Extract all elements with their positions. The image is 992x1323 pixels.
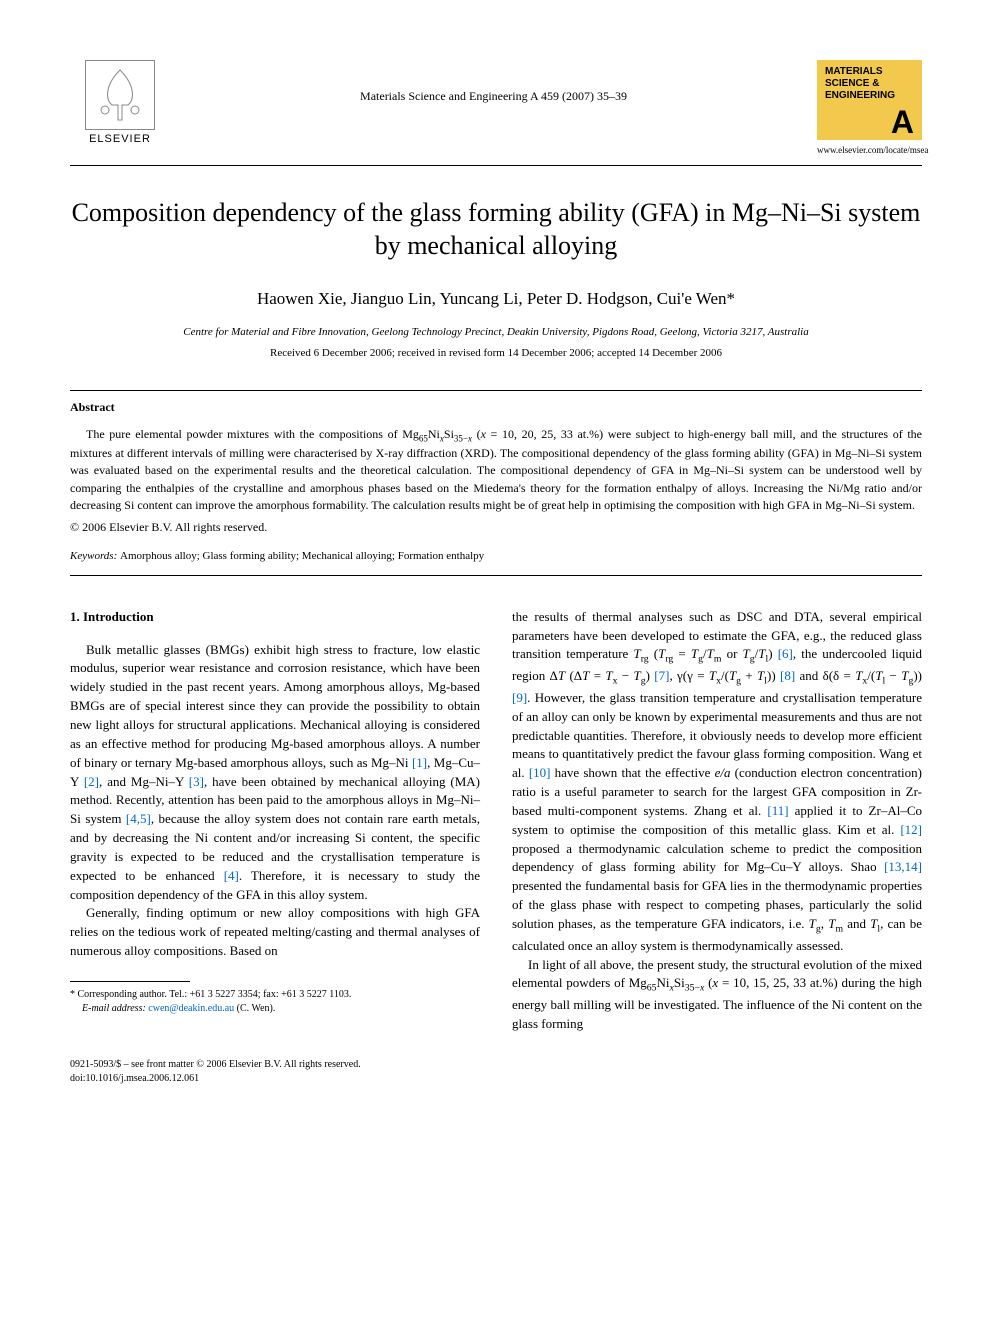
footnote-block: * Corresponding author. Tel.: +61 3 5227…: [70, 988, 480, 1016]
two-column-body: 1. Introduction Bulk metallic glasses (B…: [70, 608, 922, 1034]
footnote-indent: E-mail address: cwen@deakin.edu.au (C. W…: [82, 1003, 275, 1014]
journal-reference: Materials Science and Engineering A 459 …: [170, 60, 817, 105]
corresponding-author-text: Corresponding author. Tel.: +61 3 5227 3…: [78, 989, 352, 1000]
article-dates: Received 6 December 2006; received in re…: [70, 346, 922, 361]
footnote-star: *: [70, 989, 75, 1000]
keywords-row: Keywords: Amorphous alloy; Glass forming…: [70, 549, 922, 564]
journal-line3: ENGINEERING: [825, 90, 914, 102]
journal-letter: A: [825, 106, 914, 138]
copyright-line: © 2006 Elsevier B.V. All rights reserved…: [70, 519, 922, 536]
abstract-heading: Abstract: [70, 399, 922, 416]
bottom-info: 0921-5093/$ – see front matter © 2006 El…: [70, 1058, 922, 1086]
abstract-text: The pure elemental powder mixtures with …: [70, 426, 922, 515]
intro-heading: 1. Introduction: [70, 608, 480, 627]
email-link[interactable]: cwen@deakin.edu.au: [148, 1003, 234, 1014]
header-rule: [70, 165, 922, 166]
affiliation: Centre for Material and Fibre Innovation…: [70, 325, 922, 340]
intro-para3: the results of thermal analyses such as …: [512, 608, 922, 956]
page-container: ELSEVIER Materials Science and Engineeri…: [0, 0, 992, 1126]
journal-line1: MATERIALS: [825, 66, 914, 78]
footnote-separator: [70, 981, 190, 982]
header-row: ELSEVIER Materials Science and Engineeri…: [70, 60, 922, 157]
issn-line: 0921-5093/$ – see front matter © 2006 El…: [70, 1058, 922, 1072]
journal-box: MATERIALS SCIENCE & ENGINEERING A: [817, 60, 922, 140]
journal-logo-box: MATERIALS SCIENCE & ENGINEERING A www.el…: [817, 60, 922, 157]
email-name: (C. Wen).: [237, 1003, 276, 1014]
publisher-logo: ELSEVIER: [70, 60, 170, 147]
tree-svg: [90, 65, 150, 125]
keywords-label: Keywords:: [70, 550, 117, 562]
elsevier-tree-icon: [85, 60, 155, 130]
intro-para2: Generally, finding optimum or new alloy …: [70, 904, 480, 961]
journal-line2: SCIENCE &: [825, 78, 914, 90]
abstract-body: The pure elemental powder mixtures with …: [70, 427, 922, 513]
email-label: E-mail address:: [82, 1003, 146, 1014]
abstract-rule-bottom: [70, 575, 922, 576]
doi-line: doi:10.1016/j.msea.2006.12.061: [70, 1072, 922, 1086]
right-column: the results of thermal analyses such as …: [512, 608, 922, 1034]
abstract-rule-top: [70, 390, 922, 391]
intro-para1: Bulk metallic glasses (BMGs) exhibit hig…: [70, 641, 480, 905]
article-title: Composition dependency of the glass form…: [70, 196, 922, 264]
corresponding-marker: *: [727, 289, 736, 308]
keywords-list: Amorphous alloy; Glass forming ability; …: [120, 550, 484, 562]
left-column: 1. Introduction Bulk metallic glasses (B…: [70, 608, 480, 1034]
publisher-name: ELSEVIER: [89, 132, 151, 147]
authors-line: Haowen Xie, Jianguo Lin, Yuncang Li, Pet…: [70, 287, 922, 311]
locate-url[interactable]: www.elsevier.com/locate/msea: [817, 144, 922, 157]
intro-para4: In light of all above, the present study…: [512, 956, 922, 1034]
authors-text: Haowen Xie, Jianguo Lin, Yuncang Li, Pet…: [257, 289, 727, 308]
